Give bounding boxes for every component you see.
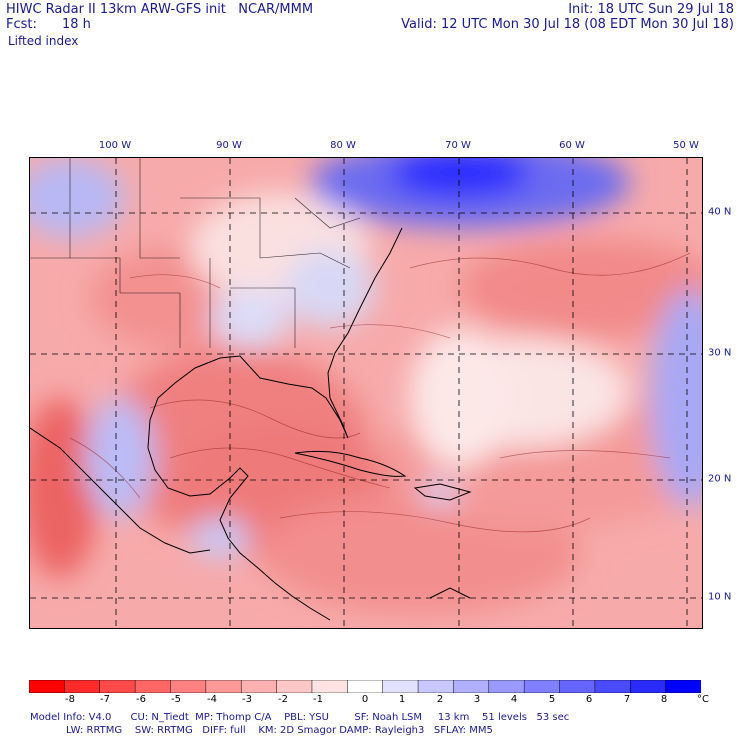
lat-label-30n: 30 N bbox=[708, 347, 732, 359]
colorbar-tick-label: 6 bbox=[585, 694, 593, 705]
lon-label-100w: 100 W bbox=[98, 140, 132, 151]
model-info-line1: Model Info: V4.0 CU: N_Tiedt MP: Thomp C… bbox=[30, 712, 570, 723]
colorbar-swatch bbox=[347, 680, 384, 693]
colorbar-swatch bbox=[170, 680, 207, 693]
colorbar-swatch bbox=[453, 680, 490, 693]
colorbar-swatch bbox=[64, 680, 101, 693]
colorbar-swatch bbox=[382, 680, 419, 693]
colorbar-swatch bbox=[488, 680, 525, 693]
lon-label-80w: 80 W bbox=[330, 140, 356, 151]
colorbar-swatch bbox=[594, 680, 632, 693]
lat-label-20n: 20 N bbox=[708, 473, 732, 485]
colorbar-swatch bbox=[134, 680, 172, 693]
lon-label-90w: 90 W bbox=[216, 140, 242, 151]
colorbar-swatch bbox=[630, 680, 667, 693]
lat-label-40n: 40 N bbox=[708, 206, 732, 218]
colorbar-tick-label: 0 bbox=[361, 694, 369, 705]
field-name: Lifted index bbox=[8, 34, 79, 48]
colorbar-tick-label: -1 bbox=[313, 694, 323, 705]
colorbar-tick-label: -6 bbox=[136, 694, 146, 705]
lat-label-10n: 10 N bbox=[708, 591, 732, 603]
colorbar-tick-label: -4 bbox=[207, 694, 217, 705]
colorbar-tick-label: -3 bbox=[242, 694, 252, 705]
valid-time: Valid: 12 UTC Mon 30 Jul 18 (08 EDT Mon … bbox=[401, 17, 734, 32]
lon-label-70w: 70 W bbox=[445, 140, 471, 151]
state-borders bbox=[30, 158, 361, 348]
lon-label-50w: 50 W bbox=[673, 140, 699, 151]
forecast-label: Fcst: bbox=[6, 17, 37, 32]
map-canvas bbox=[30, 158, 702, 628]
colorbar-tick-label: 1 bbox=[398, 694, 406, 705]
colorbar-swatch bbox=[276, 680, 313, 693]
colorbar-swatch bbox=[29, 680, 66, 693]
colorbar-swatch bbox=[205, 680, 242, 693]
colorbar-unit: °C bbox=[697, 694, 709, 705]
colorbar bbox=[29, 680, 701, 693]
colorbar-tick-label: 4 bbox=[510, 694, 518, 705]
latlon-grid bbox=[30, 158, 702, 628]
init-time: Init: 18 UTC Sun 29 Jul 18 bbox=[568, 2, 734, 17]
colorbar-tick-label: 7 bbox=[623, 694, 631, 705]
model-info-line2: LW: RRTMG SW: RRTMG DIFF: full KM: 2D Sm… bbox=[66, 725, 493, 736]
colorbar-tick-label: -2 bbox=[278, 694, 288, 705]
lon-label-60w: 60 W bbox=[559, 140, 585, 151]
lifted-index-map bbox=[29, 157, 703, 629]
colorbar-tick-label: 5 bbox=[548, 694, 556, 705]
colorbar-tick-label: -5 bbox=[171, 694, 181, 705]
field-shading bbox=[30, 158, 702, 613]
colorbar-swatch bbox=[559, 680, 596, 693]
colorbar-swatch bbox=[665, 680, 701, 693]
colorbar-swatch bbox=[311, 680, 349, 693]
coastlines bbox=[30, 227, 472, 621]
colorbar-tick-label: 8 bbox=[660, 694, 668, 705]
colorbar-tick-label: -8 bbox=[65, 694, 75, 705]
colorbar-swatch bbox=[240, 680, 278, 693]
contour-lines bbox=[69, 252, 691, 533]
colorbar-tick-label: 3 bbox=[473, 694, 481, 705]
colorbar-tick-label: -7 bbox=[100, 694, 110, 705]
model-title: HIWC Radar II 13km ARW-GFS init NCAR/MMM bbox=[6, 2, 314, 17]
colorbar-tick-label: 2 bbox=[436, 694, 444, 705]
forecast-hours: 18 h bbox=[62, 17, 91, 32]
colorbar-swatch bbox=[417, 680, 455, 693]
colorbar-swatch bbox=[99, 680, 136, 693]
colorbar-swatch bbox=[523, 680, 561, 693]
